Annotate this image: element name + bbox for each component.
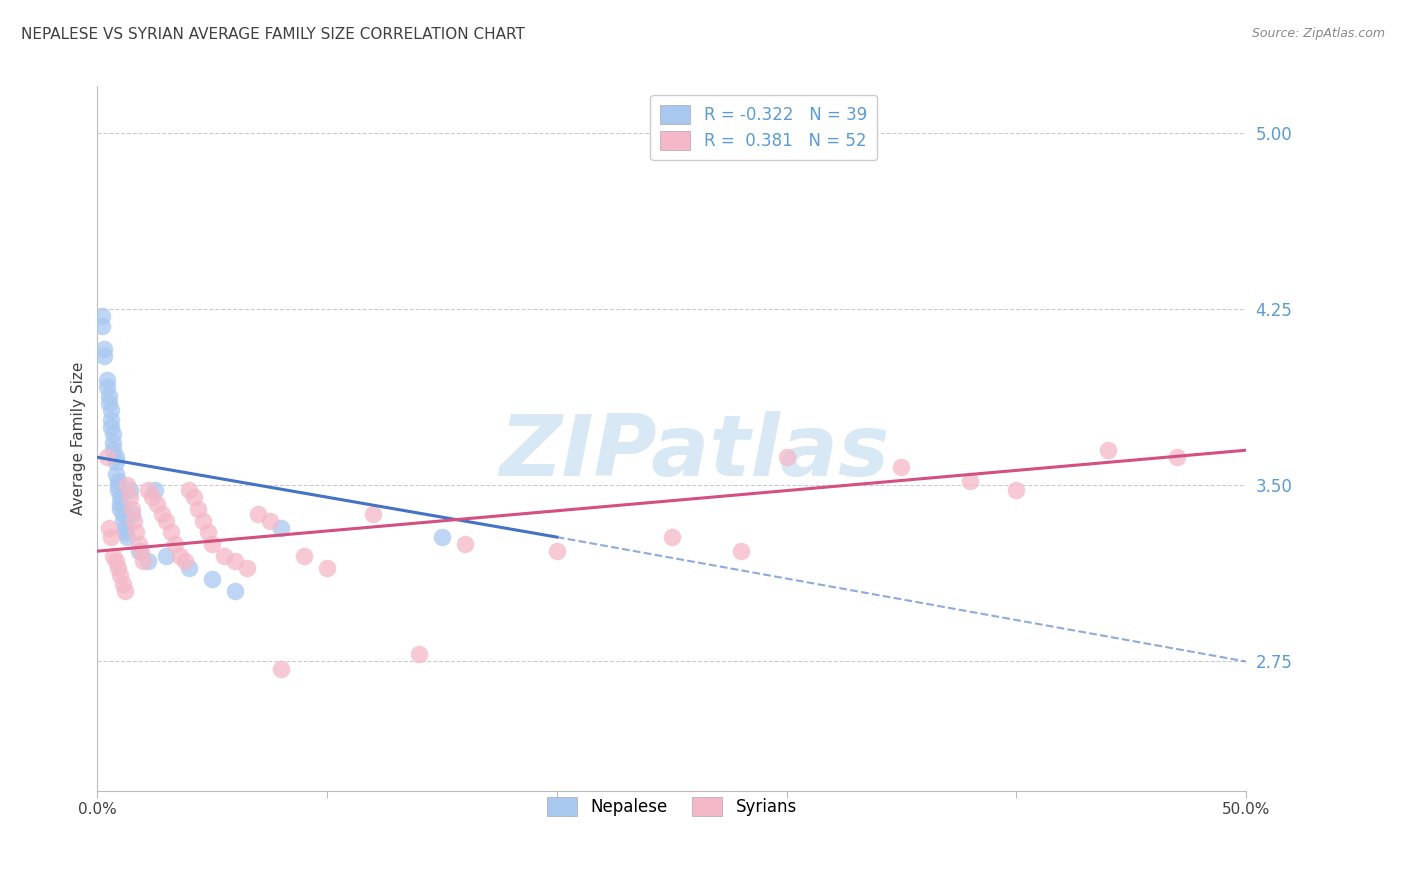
Point — [107, 483, 129, 497]
Point — [97, 521, 120, 535]
Point — [160, 525, 183, 540]
Point — [100, 403, 122, 417]
Point — [96, 450, 118, 465]
Point — [100, 530, 122, 544]
Point — [110, 490, 132, 504]
Point — [111, 577, 134, 591]
Point — [103, 436, 125, 450]
Point — [97, 389, 120, 403]
Point — [224, 553, 246, 567]
Point — [136, 483, 159, 497]
Point — [187, 502, 209, 516]
Point — [121, 502, 143, 516]
Point — [125, 525, 148, 540]
Point — [104, 553, 127, 567]
Point — [775, 450, 797, 465]
Point — [224, 584, 246, 599]
Point — [132, 553, 155, 567]
Y-axis label: Average Family Size: Average Family Size — [72, 362, 86, 516]
Point — [143, 483, 166, 497]
Text: ZIPatlas: ZIPatlas — [499, 411, 890, 494]
Point — [430, 530, 453, 544]
Point — [1166, 450, 1188, 465]
Point — [129, 544, 152, 558]
Point — [150, 507, 173, 521]
Point — [1005, 483, 1028, 497]
Point — [212, 549, 235, 563]
Point — [118, 483, 141, 497]
Point — [104, 455, 127, 469]
Point — [128, 544, 150, 558]
Point — [146, 497, 169, 511]
Point — [110, 497, 132, 511]
Point — [103, 443, 125, 458]
Point — [165, 537, 187, 551]
Point — [107, 478, 129, 492]
Point — [179, 560, 201, 574]
Point — [155, 514, 177, 528]
Point — [96, 373, 118, 387]
Point — [118, 490, 141, 504]
Point — [730, 544, 752, 558]
Point — [173, 553, 195, 567]
Point — [197, 525, 219, 540]
Point — [100, 413, 122, 427]
Point — [179, 483, 201, 497]
Point — [110, 567, 132, 582]
Point — [114, 584, 136, 599]
Point — [247, 507, 270, 521]
Point — [110, 502, 132, 516]
Point — [1097, 443, 1119, 458]
Point — [201, 572, 224, 586]
Point — [408, 648, 430, 662]
Point — [115, 530, 138, 544]
Point — [316, 560, 339, 574]
Point — [93, 343, 115, 357]
Point — [91, 310, 114, 324]
Point — [91, 318, 114, 333]
Point — [270, 661, 292, 675]
Point — [890, 459, 912, 474]
Text: NEPALESE VS SYRIAN AVERAGE FAMILY SIZE CORRELATION CHART: NEPALESE VS SYRIAN AVERAGE FAMILY SIZE C… — [21, 27, 524, 42]
Point — [259, 514, 281, 528]
Point — [93, 349, 115, 363]
Point — [141, 490, 163, 504]
Point — [292, 549, 315, 563]
Point — [97, 396, 120, 410]
Point — [103, 426, 125, 441]
Point — [235, 560, 257, 574]
Point — [128, 537, 150, 551]
Point — [169, 549, 191, 563]
Point — [114, 521, 136, 535]
Point — [96, 380, 118, 394]
Point — [107, 560, 129, 574]
Point — [111, 514, 134, 528]
Point — [661, 530, 683, 544]
Point — [270, 521, 292, 535]
Point — [104, 450, 127, 465]
Point — [136, 553, 159, 567]
Legend: Nepalese, Syrians: Nepalese, Syrians — [538, 789, 806, 824]
Point — [121, 507, 143, 521]
Point — [111, 507, 134, 521]
Point — [183, 490, 205, 504]
Point — [201, 537, 224, 551]
Point — [103, 549, 125, 563]
Point — [155, 549, 177, 563]
Point — [122, 514, 145, 528]
Text: Source: ZipAtlas.com: Source: ZipAtlas.com — [1251, 27, 1385, 40]
Point — [114, 525, 136, 540]
Point — [104, 467, 127, 481]
Point — [361, 507, 384, 521]
Point — [107, 474, 129, 488]
Point — [100, 419, 122, 434]
Point — [546, 544, 568, 558]
Point — [959, 474, 981, 488]
Point — [454, 537, 477, 551]
Point — [115, 478, 138, 492]
Point — [191, 514, 214, 528]
